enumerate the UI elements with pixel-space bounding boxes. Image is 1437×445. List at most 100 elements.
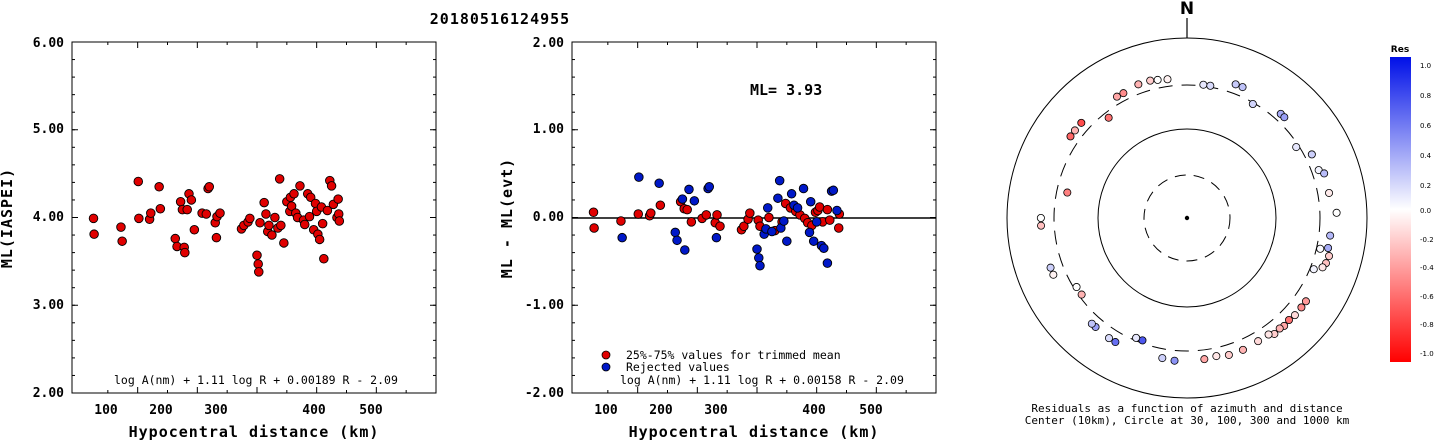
colorbar-label: -1.0 [1420,350,1434,358]
data-point [752,244,762,254]
data-point [319,253,329,264]
data-point [326,181,337,191]
left-ytick-6: 6.00 [33,36,64,51]
colorbar-label: -0.2 [1420,236,1434,244]
mid-xtick-100: 100 [594,403,618,418]
residual-point [1206,81,1215,90]
data-point [180,247,190,258]
left-ytick-5: 5.00 [33,122,64,137]
residual-point [1046,263,1055,272]
residual-point [1119,89,1128,98]
colorbar-label: -0.6 [1420,293,1434,301]
middle-chart: 2.00 1.00 0.00 -1.00 -2.00 100 200 300 4… [498,36,937,441]
residual-colorbar: Res 1.0 0.8 0.6 0.4 0.2 0.0 -0.2 -0.4 -0… [1390,45,1434,362]
data-point [833,223,844,233]
residual-point [1212,352,1221,361]
residual-point [1318,263,1327,272]
data-point [334,216,345,226]
data-point [274,174,285,184]
legend-rejected-marker [601,362,611,372]
data-point [170,233,181,244]
data-point [754,253,764,263]
colorbar-label: 1.0 [1420,62,1431,70]
residual-point [1307,150,1316,159]
left-formula: log A(nm) + 1.11 log R + 0.00189 R - 2.0… [114,373,398,387]
data-point [773,193,783,203]
mid-xtick-400: 400 [802,403,826,418]
residual-point [1316,244,1325,253]
residual-point [1254,337,1263,346]
colorbar-labels: 1.0 0.8 0.6 0.4 0.2 0.0 -0.2 -0.4 -0.6 -… [1420,62,1434,358]
data-point [189,225,200,235]
data-point [588,207,599,217]
residual-point [1199,80,1208,89]
data-point [677,194,688,204]
data-point [215,208,225,218]
data-point [116,222,126,232]
data-point [782,236,792,246]
colorbar-label: 0.2 [1420,182,1431,190]
residual-point [1297,303,1306,312]
data-point [798,183,809,194]
data-point [204,182,215,192]
data-point [322,205,333,216]
colorbar-label: -0.8 [1420,321,1434,329]
residual-point [1326,231,1335,240]
data-point [825,215,835,225]
data-point [670,227,681,238]
data-point [134,213,144,224]
colorbar-label: 0.0 [1420,207,1431,215]
event-title: 20180516124955 [430,10,570,28]
residual-point [1163,75,1172,84]
colorbar-label: 0.8 [1420,92,1431,100]
mid-xtick-200: 200 [649,403,673,418]
residual-point [1320,169,1329,178]
mid-xtick-500: 500 [859,403,883,418]
residual-point [1238,83,1247,92]
colorbar-label: -0.4 [1420,264,1434,272]
data-point [689,196,700,206]
data-point [808,236,819,246]
data-point [254,267,264,277]
data-point [264,220,274,231]
residual-point [1332,208,1341,217]
left-xtick-100: 100 [94,403,118,418]
residual-point [1200,355,1209,364]
data-point [89,229,99,239]
data-point [117,236,127,246]
polar-caption-line2: Center (10km), Circle at 30, 100, 300 an… [1025,414,1350,427]
residual-point [1324,243,1333,252]
residual-point [1070,126,1079,135]
colorbar-title: Res [1391,45,1409,55]
data-point [711,232,722,243]
data-point [304,211,315,222]
data-point [589,223,599,233]
residual-point [1111,338,1120,347]
residual-point [1284,315,1293,324]
data-point [253,259,263,269]
data-point [654,178,664,189]
mid-formula: log A(nm) + 1.11 log R + 0.00158 R - 2.0… [620,373,904,387]
data-point [255,218,265,228]
data-point [774,175,785,186]
data-point [261,209,271,219]
mid-xlabel: Hypocentral distance (km) [629,423,880,441]
middle-axis-ticks [572,41,936,394]
data-point [146,208,156,218]
residual-point [1077,118,1086,127]
data-point [245,213,255,224]
residual-point [1066,132,1075,141]
left-chart: 6.00 5.00 4.00 3.00 2.00 100 200 300 400… [0,36,437,441]
data-point [680,245,690,255]
data-point [767,226,777,237]
ring-300km [1053,84,1321,352]
data-point [715,221,725,232]
data-point [779,216,789,226]
left-axis-ticks [72,41,436,394]
residual-point [1037,221,1046,230]
data-point [289,189,299,199]
residual-point [1063,188,1072,197]
data-point [133,176,144,187]
residual-point [1104,113,1113,122]
